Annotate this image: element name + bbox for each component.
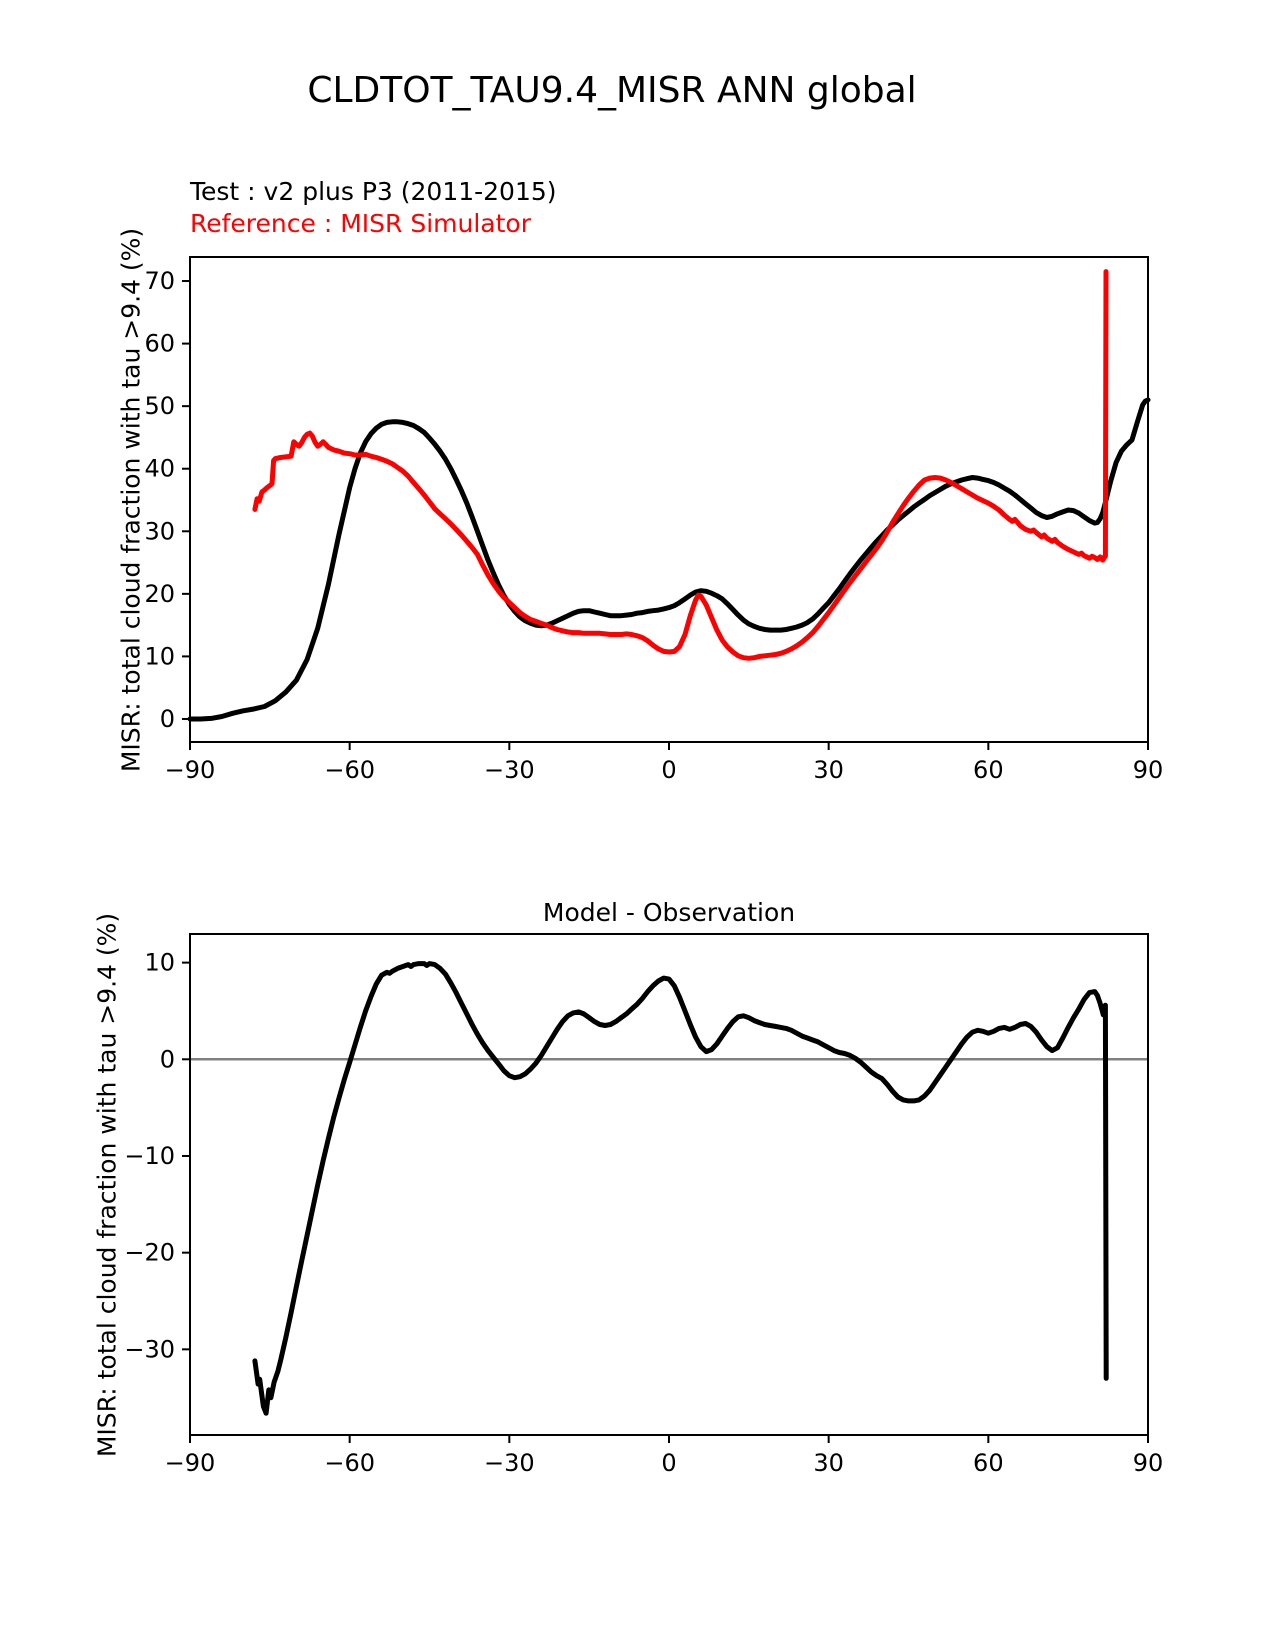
x-tick-label: −90 bbox=[165, 1449, 216, 1477]
x-tick-label: −60 bbox=[324, 756, 375, 784]
y-tick-label: 60 bbox=[144, 330, 175, 358]
bottom-chart-spines bbox=[189, 933, 1149, 1436]
y-tick-label: 10 bbox=[144, 949, 175, 977]
x-tick-label: 60 bbox=[973, 756, 1004, 784]
top-chart-spines bbox=[189, 256, 1149, 743]
bottom-chart-series-0 bbox=[252, 961, 1109, 1416]
y-tick-label: 50 bbox=[144, 392, 175, 420]
figure-title: CLDTOT_TAU9.4_MISR ANN global bbox=[307, 70, 917, 111]
x-tick-label: −30 bbox=[484, 1449, 535, 1477]
x-tick-label: 0 bbox=[661, 756, 676, 784]
y-tick-label: 0 bbox=[160, 705, 175, 733]
x-tick-label: −90 bbox=[165, 756, 216, 784]
y-tick-label: −10 bbox=[124, 1142, 175, 1170]
y-tick-label: 10 bbox=[144, 642, 175, 670]
y-tick-label: 30 bbox=[144, 517, 175, 545]
x-tick-label: 30 bbox=[813, 1449, 844, 1477]
y-tick-label: 0 bbox=[160, 1045, 175, 1073]
x-tick-label: −60 bbox=[324, 1449, 375, 1477]
y-tick-label: 40 bbox=[144, 455, 175, 483]
bottom-chart-title: Model - Observation bbox=[542, 898, 796, 927]
top-chart-series-0 bbox=[187, 397, 1151, 722]
x-tick-label: −30 bbox=[484, 756, 535, 784]
x-tick-label: 90 bbox=[1133, 756, 1164, 784]
y-tick-label: −20 bbox=[124, 1239, 175, 1267]
bottom-chart: −90 −60 −30 0 30 60 90 10 0 −10 −20 −30 bbox=[124, 933, 1164, 1477]
legend-reference-label: Reference : MISR Simulator bbox=[190, 209, 531, 238]
top-chart: −90 −60 −30 0 30 60 90 0 10 20 30 40 50 60 70 bbox=[144, 256, 1164, 784]
legend-test-label: Test : v2 plus P3 (2011-2015) bbox=[190, 177, 557, 206]
x-tick-label: 90 bbox=[1133, 1449, 1164, 1477]
y-tick-label: 20 bbox=[144, 580, 175, 608]
x-tick-label: 60 bbox=[973, 1449, 1004, 1477]
x-tick-label: 0 bbox=[661, 1449, 676, 1477]
y-tick-label: 70 bbox=[144, 267, 175, 295]
top-chart-series-1 bbox=[252, 269, 1109, 661]
y-tick-label: −30 bbox=[124, 1335, 175, 1363]
x-tick-label: 30 bbox=[813, 756, 844, 784]
